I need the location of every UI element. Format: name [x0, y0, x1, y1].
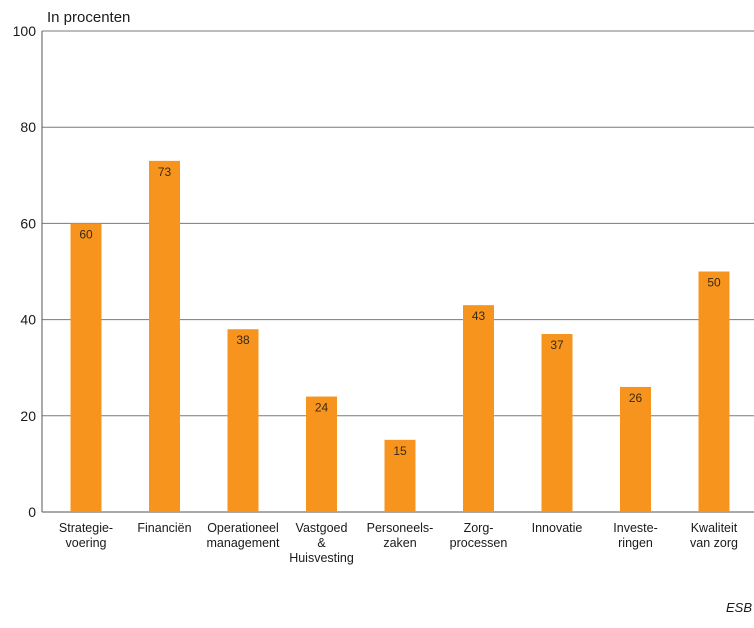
y-tick-label: 0 [28, 504, 36, 520]
bar-value-label: 60 [79, 227, 93, 241]
y-tick-label: 100 [13, 23, 37, 39]
bar-value-label: 50 [707, 276, 721, 290]
bar [227, 329, 259, 512]
x-tick-label: Investe- [613, 521, 657, 535]
x-tick-label: zaken [383, 536, 416, 550]
y-tick-label: 20 [20, 408, 36, 424]
bar [70, 223, 102, 512]
bar-value-label: 38 [236, 333, 250, 347]
x-tick-label: Huisvesting [289, 551, 354, 565]
bar [541, 334, 573, 512]
x-tick-label: Operationeel [207, 521, 279, 535]
x-tick-label: Strategie- [59, 521, 113, 535]
y-tick-label: 80 [20, 119, 36, 135]
bar-value-label: 37 [550, 338, 564, 352]
bar [698, 271, 730, 512]
x-tick-label: management [207, 536, 280, 550]
y-axis-label: In procenten [47, 9, 130, 26]
bar [149, 160, 180, 512]
y-axis-ticks: 0 20 40 60 80 100 [13, 23, 37, 520]
x-tick-label: & [317, 536, 326, 550]
x-tick-label: Innovatie [532, 521, 583, 535]
bar [463, 305, 494, 512]
bar-value-label: 15 [393, 444, 407, 458]
bar-value-label: 26 [629, 391, 643, 405]
bar-value-label: 24 [315, 401, 329, 415]
y-tick-label: 40 [20, 312, 36, 328]
bar [620, 386, 651, 512]
x-tick-label: Vastgoed [296, 521, 348, 535]
x-axis-ticks: Strategie-voering Financiën Operationeelma… [59, 521, 738, 565]
x-tick-label: voering [66, 536, 107, 550]
data-labels: 60 73 38 24 15 43 37 26 50 [79, 165, 721, 458]
bar-value-label: 73 [158, 165, 172, 179]
x-tick-label: Financiën [137, 521, 191, 535]
x-tick-label: processen [450, 536, 508, 550]
bar [384, 439, 416, 512]
bars [70, 160, 730, 512]
source-label: ESB [726, 600, 752, 615]
bar-value-label: 43 [472, 309, 486, 323]
y-tick-label: 60 [20, 215, 36, 231]
x-tick-label: van zorg [690, 536, 738, 550]
x-tick-label: Personeels- [367, 521, 434, 535]
x-tick-label: Zorg- [464, 521, 494, 535]
x-tick-label: ringen [618, 536, 653, 550]
bar [306, 396, 337, 512]
x-tick-label: Kwaliteit [691, 521, 738, 535]
